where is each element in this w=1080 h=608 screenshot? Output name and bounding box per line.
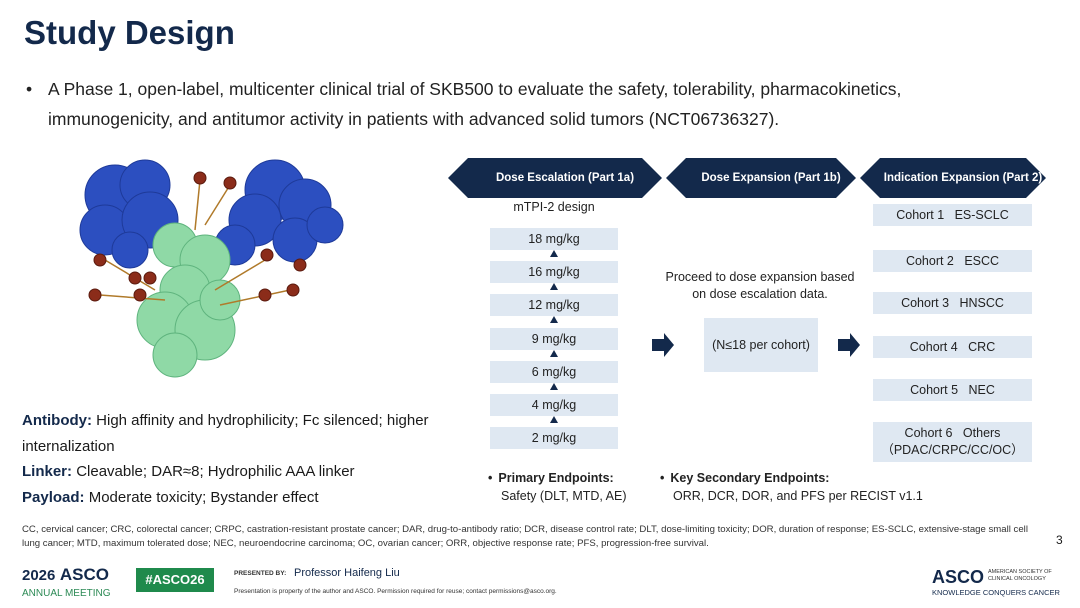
cohort-box: Cohort 4 CRC	[873, 336, 1032, 358]
properties: Antibody: High affinity and hydrophilici…	[22, 408, 432, 510]
dose-arrow	[550, 316, 558, 324]
presented-by: PRESENTED BY:	[234, 570, 287, 577]
cohort-name: HNSCC	[959, 296, 1004, 310]
endpoint-label: • Primary Endpoints:	[488, 469, 627, 487]
tagline: KNOWLEDGE CONQUERS CANCER	[932, 588, 1060, 597]
endpoint: • Key Secondary Endpoints: ORR, DCR, DOR, …	[660, 469, 923, 505]
dose-arrow	[550, 382, 558, 390]
flow-arrow	[838, 333, 860, 357]
phase-label: Dose Expansion (Part 1b)	[701, 172, 841, 184]
expansion-box: (N≤18 per cohort)	[704, 318, 818, 372]
phase-arrow	[666, 158, 856, 198]
property: Antibody: High affinity and hydrophilici…	[22, 408, 432, 459]
endpoint-text: ORR, DCR, DOR, and PFS per RECIST v1.1	[673, 489, 923, 503]
design-label: mTPI-2 design	[513, 200, 595, 214]
dose-arrow	[550, 416, 558, 423]
cohort-name: CRC	[968, 340, 996, 354]
dose-box: 4 mg/kg	[490, 394, 618, 416]
dose-box: 16 mg/kg	[490, 261, 618, 284]
dose-arrow	[550, 283, 558, 291]
cohort-box: Cohort 3 HNSCC	[873, 292, 1032, 314]
cohort-label: Cohort 6	[904, 426, 953, 440]
diagram-shapes	[448, 158, 1046, 357]
cohort-label: Cohort 2	[905, 254, 954, 268]
property-text: High affinity and hydrophilicity; Fc sil…	[22, 412, 429, 455]
property-label: Payload:	[22, 488, 85, 506]
cohort-label: Cohort 5	[910, 383, 959, 397]
year: 2026	[22, 567, 56, 584]
endpoint-text: Safety (DLT, MTD, AE)	[501, 489, 627, 503]
cohort-box: Cohort 5 NEC	[873, 379, 1032, 401]
phase-label: Indication Expansion (Part 2)	[883, 172, 1043, 184]
phase-arrow	[448, 158, 662, 198]
bullet: •	[660, 471, 665, 485]
brand: ASCO	[59, 565, 109, 584]
property-label: Antibody:	[22, 412, 92, 429]
footnote: CC, cervical cancer; CRC, colorectal can…	[22, 524, 1028, 549]
phase-label: Dose Escalation (Part 1a)	[495, 172, 635, 184]
society-full: AMERICAN SOCIETY OF CLINICAL ONCOLOGY	[988, 569, 1052, 582]
dose-arrow	[550, 349, 558, 357]
phase-arrow	[860, 158, 1046, 198]
intro: • A Phase 1, open-label, multicenter clin…	[26, 74, 1026, 134]
dose-box: 2 mg/kg	[490, 427, 618, 450]
property-text: Cleavable; DAR≈8; Hydrophilic AAA linker	[76, 463, 355, 480]
notice: Presentation is property of the author a…	[234, 588, 557, 595]
cohort-name: ES-SCLC	[954, 208, 1009, 222]
property: Payload: Moderate toxicity; Bystander ef…	[22, 485, 432, 511]
dose-box: 9 mg/kg	[490, 327, 618, 350]
property-text: Moderate toxicity; Bystander effect	[88, 488, 319, 506]
bullet: •	[488, 471, 493, 485]
cohort-label: Cohort 4	[909, 340, 958, 354]
expansion-note: Proceed to dose expansion based on dose …	[665, 270, 855, 301]
cohort-label: Cohort 3	[901, 296, 950, 310]
cohort-detail: （PDAC/CRPC/CC/OC）	[881, 443, 1024, 457]
endpoint-label-text: Key Secondary Endpoints:	[670, 471, 830, 485]
hashtag: #ASCO26	[136, 568, 214, 592]
property-label: Linker:	[22, 463, 73, 480]
cohort-box: Cohort 1 ES-SCLC	[873, 204, 1032, 226]
property: Linker: Cleavable; DAR≈8; Hydrophilic AA…	[22, 459, 432, 485]
molecule-illustration	[79, 159, 344, 378]
page-number: 3	[1056, 533, 1063, 547]
cohort-label: Cohort 1	[896, 208, 945, 222]
intro-text: A Phase 1, open-label, multicenter clini…	[48, 79, 902, 129]
bullet: •	[26, 79, 33, 99]
dose-box: 18 mg/kg	[490, 228, 618, 250]
meeting: ANNUAL MEETING	[22, 588, 111, 599]
endpoint-label: • Key Secondary Endpoints:	[660, 469, 923, 487]
cohort-name: NEC	[968, 383, 995, 397]
society: ASCO	[932, 567, 985, 587]
title: Study Design	[24, 14, 235, 51]
cohort-name: Others	[962, 426, 1001, 440]
dose-box: 12 mg/kg	[490, 294, 618, 317]
presenter: Professor Haifeng Liu	[294, 567, 400, 579]
cohort-name: ESCC	[964, 254, 1000, 268]
endpoint-label-text: Primary Endpoints:	[498, 471, 614, 485]
dose-arrow	[550, 250, 558, 257]
cohort-box: Cohort 6 Others （PDAC/CRPC/CC/OC）	[873, 422, 1032, 462]
cohort-box: Cohort 2 ESCC	[873, 250, 1032, 272]
flow-arrow	[652, 333, 674, 357]
dose-box: 6 mg/kg	[490, 360, 618, 383]
meeting-logo: 2026 ASCO ANNUAL MEETING	[22, 565, 111, 602]
endpoint: • Primary Endpoints: Safety (DLT, MTD, AE)	[488, 469, 627, 505]
